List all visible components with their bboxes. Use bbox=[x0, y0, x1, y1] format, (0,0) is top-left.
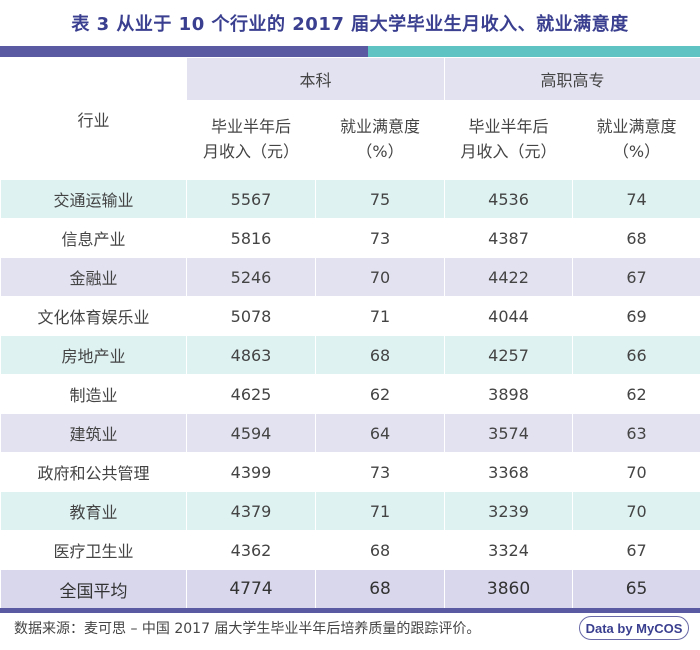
cell-vocational-income: 3324 bbox=[444, 530, 574, 570]
cell-vocational-income: 3239 bbox=[444, 491, 574, 531]
bottom-bar bbox=[0, 608, 700, 613]
cell-vocational-income: 3860 bbox=[444, 569, 574, 609]
cell-vocational-satisfaction: 68 bbox=[572, 218, 700, 258]
title-bar-purple bbox=[0, 46, 368, 57]
table-row: 建筑业 4594 64 3574 63 bbox=[0, 413, 700, 453]
cell-vocational-satisfaction: 63 bbox=[572, 413, 700, 453]
cell-bachelor-satisfaction: 68 bbox=[314, 530, 446, 570]
cell-vocational-satisfaction: 62 bbox=[572, 374, 700, 414]
cell-bachelor-income: 5567 bbox=[186, 179, 316, 219]
cell-vocational-satisfaction: 66 bbox=[572, 335, 700, 375]
table-row: 制造业 4625 62 3898 62 bbox=[0, 374, 700, 414]
cell-vocational-income: 3368 bbox=[444, 452, 574, 492]
cell-bachelor-satisfaction: 70 bbox=[314, 257, 446, 297]
income-satisfaction-table: 行业 本科 高职高专 毕业半年后 月收入（元） 就业满意度 （%） 毕业半年后 月收入… bbox=[0, 57, 700, 609]
cell-bachelor-satisfaction: 68 bbox=[314, 335, 446, 375]
cell-vocational-satisfaction: 69 bbox=[572, 296, 700, 336]
cell-vocational-satisfaction: 67 bbox=[572, 257, 700, 297]
cell-bachelor-income: 4362 bbox=[186, 530, 316, 570]
cell-bachelor-income: 5246 bbox=[186, 257, 316, 297]
table-row: 房地产业 4863 68 4257 66 bbox=[0, 335, 700, 375]
cell-industry: 交通运输业 bbox=[0, 179, 187, 219]
cell-vocational-income: 4536 bbox=[444, 179, 574, 219]
header-group-bachelor: 本科 bbox=[185, 57, 446, 101]
cell-vocational-satisfaction: 70 bbox=[572, 491, 700, 531]
cell-bachelor-income: 4625 bbox=[186, 374, 316, 414]
cell-bachelor-satisfaction: 71 bbox=[314, 491, 446, 531]
cell-vocational-income: 3574 bbox=[444, 413, 574, 453]
cell-industry: 制造业 bbox=[0, 374, 187, 414]
cell-industry: 教育业 bbox=[0, 491, 187, 531]
table-row: 文化体育娱乐业 5078 71 4044 69 bbox=[0, 296, 700, 336]
header-bachelor-satisfaction: 就业满意度 （%） bbox=[314, 100, 446, 180]
cell-bachelor-satisfaction: 71 bbox=[314, 296, 446, 336]
cell-bachelor-income: 5816 bbox=[186, 218, 316, 258]
cell-industry: 文化体育娱乐业 bbox=[0, 296, 187, 336]
cell-bachelor-satisfaction: 75 bbox=[314, 179, 446, 219]
cell-bachelor-income: 4399 bbox=[186, 452, 316, 492]
cell-vocational-satisfaction: 65 bbox=[572, 569, 700, 609]
cell-vocational-income: 4044 bbox=[444, 296, 574, 336]
cell-vocational-satisfaction: 74 bbox=[572, 179, 700, 219]
table-row: 交通运输业 5567 75 4536 74 bbox=[0, 179, 700, 219]
cell-bachelor-satisfaction: 62 bbox=[314, 374, 446, 414]
table-row: 医疗卫生业 4362 68 3324 67 bbox=[0, 530, 700, 570]
data-by-mycos-badge: Data by MyCOS bbox=[579, 616, 689, 640]
cell-bachelor-income: 4379 bbox=[186, 491, 316, 531]
cell-industry: 金融业 bbox=[0, 257, 187, 297]
cell-vocational-income: 4387 bbox=[444, 218, 574, 258]
cell-vocational-income: 4257 bbox=[444, 335, 574, 375]
cell-bachelor-income: 4774 bbox=[186, 569, 316, 609]
cell-vocational-income: 4422 bbox=[444, 257, 574, 297]
header-group-vocational: 高职高专 bbox=[444, 57, 700, 101]
table-row: 教育业 4379 71 3239 70 bbox=[0, 491, 700, 531]
cell-vocational-income: 3898 bbox=[444, 374, 574, 414]
header-vocational-income: 毕业半年后 月收入（元） bbox=[444, 100, 574, 180]
cell-vocational-satisfaction: 70 bbox=[572, 452, 700, 492]
cell-bachelor-satisfaction: 68 bbox=[314, 569, 446, 609]
cell-industry: 全国平均 bbox=[0, 569, 187, 609]
header-industry: 行业 bbox=[0, 57, 187, 180]
cell-bachelor-income: 5078 bbox=[186, 296, 316, 336]
table-row: 政府和公共管理 4399 73 3368 70 bbox=[0, 452, 700, 492]
table-title: 表 3 从业于 10 个行业的 2017 届大学毕业生月收入、就业满意度 bbox=[71, 14, 629, 35]
cell-industry: 建筑业 bbox=[0, 413, 187, 453]
table-row: 金融业 5246 70 4422 67 bbox=[0, 257, 700, 297]
table-row: 信息产业 5816 73 4387 68 bbox=[0, 218, 700, 258]
source-note: 数据来源：麦可思 – 中国 2017 届大学生毕业半年后培养质量的跟踪评价。 bbox=[14, 621, 481, 637]
cell-industry: 信息产业 bbox=[0, 218, 187, 258]
table-row-average: 全国平均 4774 68 3860 65 bbox=[0, 569, 700, 609]
cell-industry: 房地产业 bbox=[0, 335, 187, 375]
header-bachelor-income: 毕业半年后 月收入（元） bbox=[186, 100, 316, 180]
header-vocational-satisfaction: 就业满意度 （%） bbox=[572, 100, 700, 180]
cell-bachelor-satisfaction: 73 bbox=[314, 452, 446, 492]
title-bar-teal bbox=[368, 46, 700, 57]
cell-bachelor-satisfaction: 64 bbox=[314, 413, 446, 453]
cell-bachelor-income: 4863 bbox=[186, 335, 316, 375]
cell-bachelor-satisfaction: 73 bbox=[314, 218, 446, 258]
cell-industry: 政府和公共管理 bbox=[0, 452, 187, 492]
cell-vocational-satisfaction: 67 bbox=[572, 530, 700, 570]
cell-bachelor-income: 4594 bbox=[186, 413, 316, 453]
cell-industry: 医疗卫生业 bbox=[0, 530, 187, 570]
